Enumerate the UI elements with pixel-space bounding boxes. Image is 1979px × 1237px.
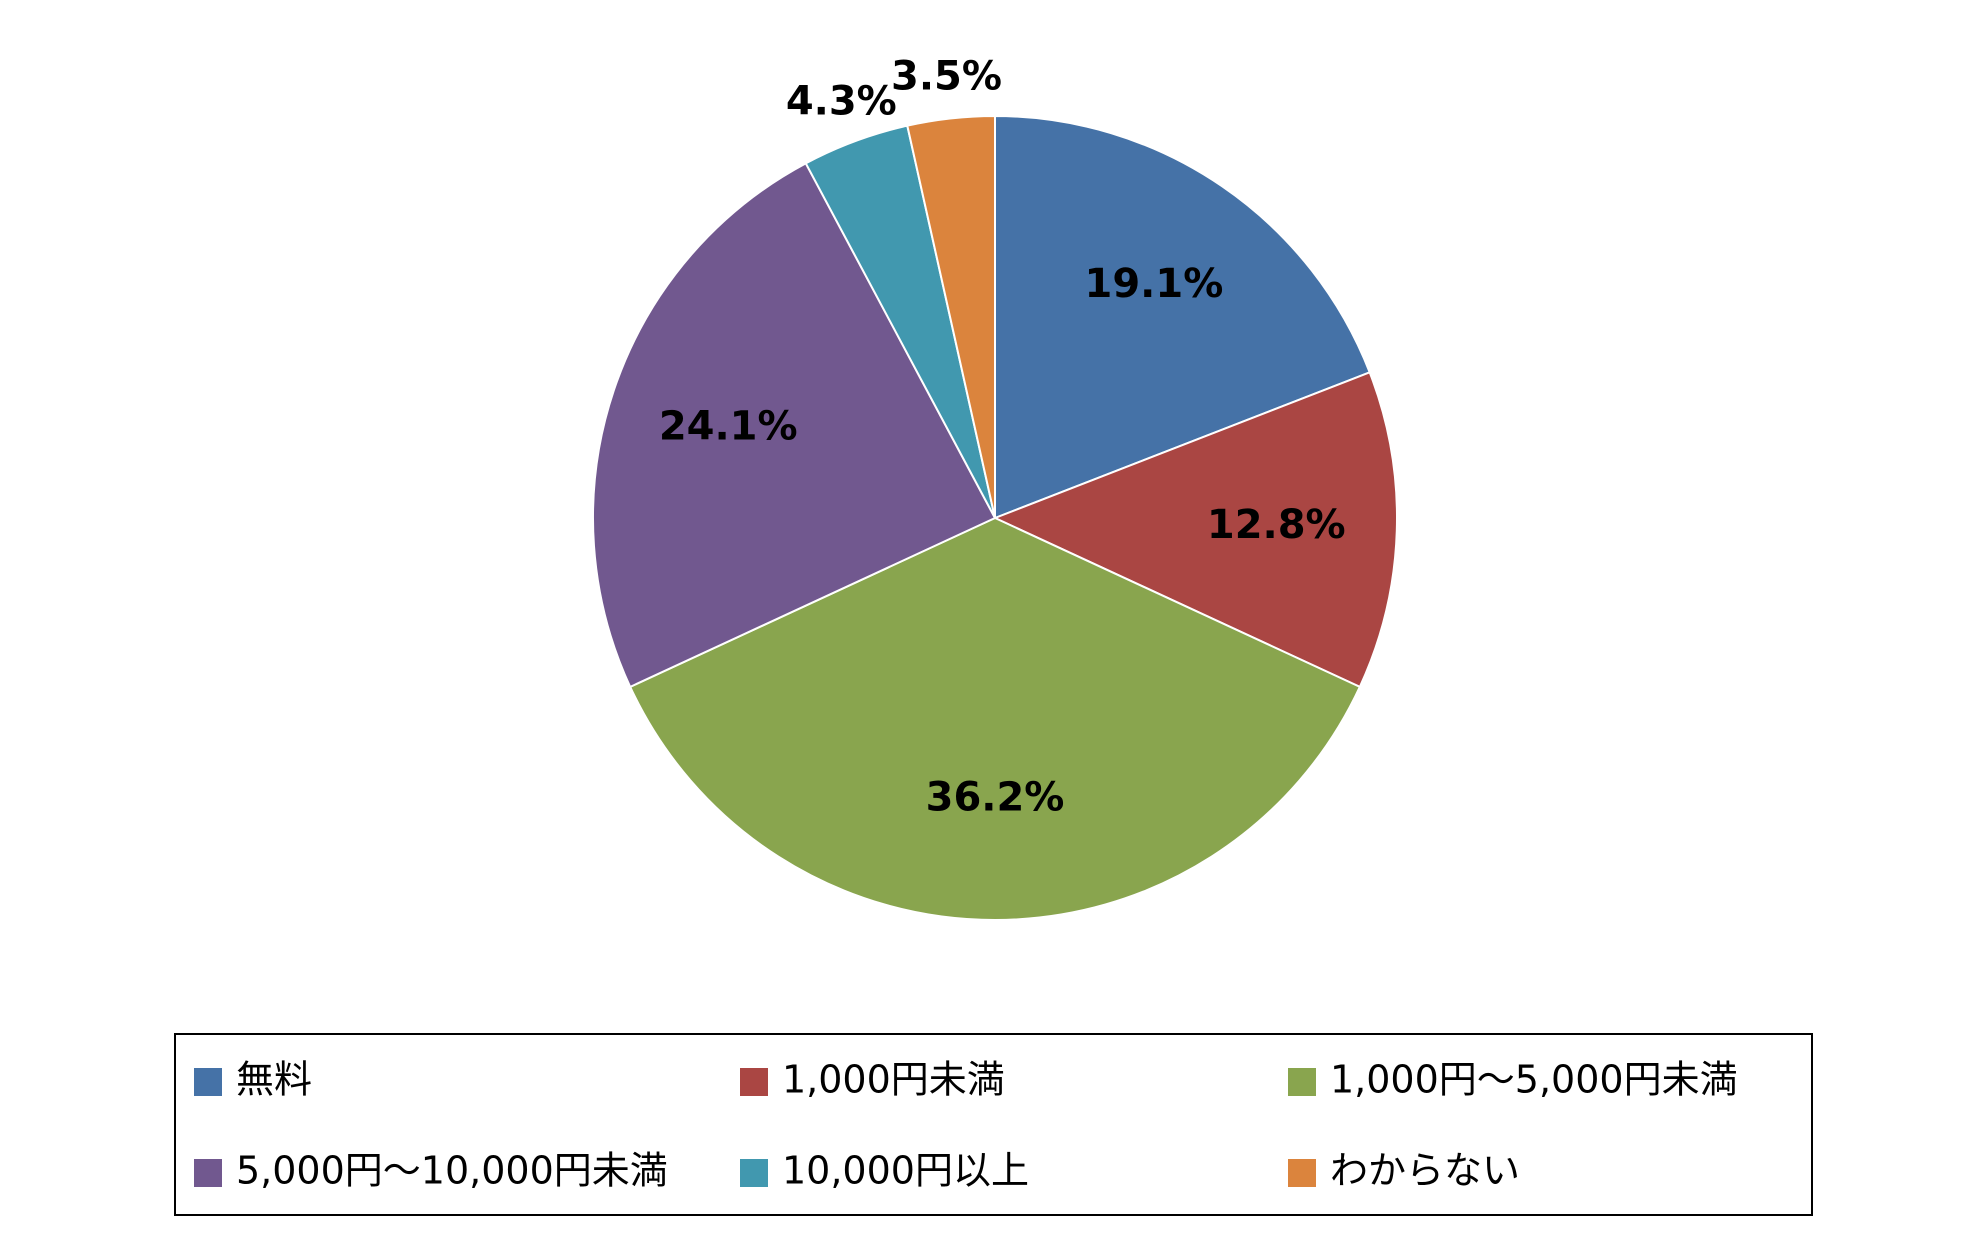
pie-slice — [906, 114, 996, 519]
legend-marker — [1288, 1159, 1316, 1187]
legend-label: 5,000円～10,000円未満 — [236, 1149, 668, 1193]
pie-slice — [592, 161, 997, 689]
legend-marker — [1288, 1068, 1316, 1096]
legend-marker — [740, 1159, 768, 1187]
value-label: 3.5% — [891, 53, 1002, 99]
value-label: 19.1% — [1085, 261, 1224, 307]
legend-marker — [740, 1068, 768, 1096]
value-label: 36.2% — [926, 774, 1065, 820]
legend-marker — [194, 1068, 222, 1096]
pie-slice — [628, 516, 1362, 921]
legend-marker — [194, 1159, 222, 1187]
legend-box — [174, 1033, 1813, 1216]
legend-label: 1,000円～5,000円未満 — [1330, 1058, 1738, 1102]
value-label: 12.8% — [1207, 502, 1346, 548]
pie-slice — [992, 371, 1398, 689]
value-label: 4.3% — [786, 78, 897, 124]
legend-label: 10,000円以上 — [782, 1149, 1029, 1193]
legend-label: 無料 — [236, 1058, 312, 1102]
legend-label: 1,000円未満 — [782, 1058, 1005, 1102]
value-label: 24.1% — [659, 404, 798, 450]
legend-label: わからない — [1330, 1149, 1520, 1193]
pie-slice — [994, 114, 1371, 520]
